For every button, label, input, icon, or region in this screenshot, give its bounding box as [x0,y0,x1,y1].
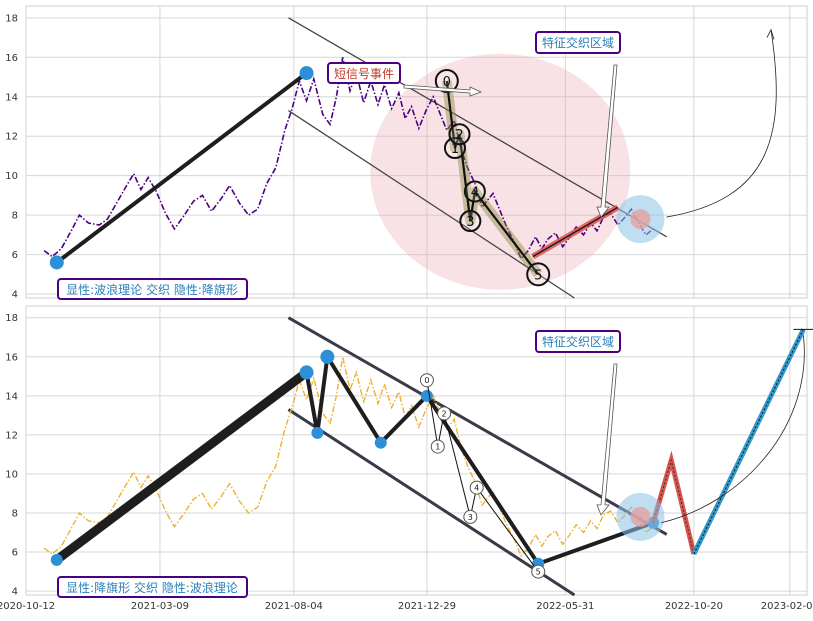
zigzag-point [311,426,324,439]
y-tick-label: 18 [5,313,18,324]
y-tick-label: 14 [5,391,18,402]
x-tick-label: 2020-10-12 [0,601,55,612]
feature-ellipse [370,53,631,290]
wave-label-text: 1 [435,443,440,452]
y-tick-label: 16 [5,352,18,363]
y-tick-label: 8 [12,508,18,519]
pattern-label-text: 显性:波浪理论 交织 隐性:降旗形 [66,282,238,297]
wave-zigzag [445,80,540,275]
wave-label-text: 3 [466,215,474,230]
wave-label-text: 3 [468,513,473,522]
y-tick-label: 6 [12,548,18,559]
feature-box-label: 特征交织区域 [542,35,614,50]
wave-label-circle [419,373,434,388]
x-tick-label: 2021-12-29 [398,601,456,612]
zigzag-point [374,436,387,449]
y-tick-label: 16 [5,53,18,64]
x-tick-label: 2022-10-20 [665,601,723,612]
wave-line [55,71,308,265]
wave-point [49,255,64,270]
pattern-label-box [57,278,248,300]
wave-thin-line [426,380,539,572]
forecast-curve-arrow [661,335,805,524]
signal-box-label: 短信号事件 [334,67,394,81]
zigzag-point [299,365,314,380]
wave-label-circle [463,180,486,203]
price-series-line [43,356,654,558]
x-tick-label: 2023-02-03 [761,601,813,612]
wave-label-circle [434,68,459,93]
y-tick-label: 12 [5,132,18,143]
rising-segment-line [532,206,619,258]
wave-label-text: 4 [471,185,479,200]
wave-label-circle [463,509,478,524]
wave-label-text: 5 [536,568,541,577]
y-tick-label: 6 [12,250,18,261]
signal-box [327,62,401,84]
wave-label-text: 2 [442,409,447,418]
feature-box [535,330,621,353]
y-tick-label: 14 [5,92,18,103]
wave-label-text: 0 [443,75,451,90]
y-tick-label: 8 [12,211,18,222]
feature-arrow [596,64,618,218]
forecast-arrow-head [766,28,775,40]
wave-label-text: 5 [534,268,542,283]
feature-highlight-core [630,209,651,230]
signal-arrow [403,84,483,97]
wave-label-circle [469,480,484,495]
x-tick-label: 2021-03-09 [131,601,189,612]
wave-point [299,66,314,81]
zigzag-point [50,553,63,566]
feature-highlight-core [630,506,651,527]
wave-label-text: 1 [451,142,459,157]
zigzag-line [55,354,654,566]
y-tick-label: 12 [5,430,18,441]
plot-area [25,305,808,596]
wave-label-text: 4 [474,484,479,493]
feature-box [535,31,621,54]
wave-label-circle [448,123,471,146]
wave-label-circle [526,262,551,287]
channel-lower-line [287,408,576,597]
zigzag-point [420,389,433,402]
wave-label-circle [437,406,452,421]
wave-label-circle [459,210,482,233]
pattern-label-box [57,576,248,598]
pattern-label-text: 显性:降旗形 交织 隐性:波浪理论 [66,580,238,595]
projection-blue-center [693,329,804,555]
wave-label-circle [443,137,466,160]
wave-label-circle [430,439,445,454]
forecast-curve-arrow [666,29,777,218]
y-tick-label: 4 [12,290,18,301]
wave-label-text: 2 [455,128,463,143]
y-tick-label: 4 [12,587,18,598]
y-tick-label: 10 [5,469,18,480]
wave-label-circle [531,564,546,579]
wave-label-text: 0 [424,376,429,385]
zigzag-point [320,349,335,364]
channel-lower-line [288,110,575,299]
x-tick-label: 2022-05-31 [536,601,594,612]
y-tick-label: 10 [5,171,18,182]
y-tick-label: 18 [5,13,18,24]
feature-arrow [596,363,618,516]
plot-area [25,5,808,299]
x-tick-label: 2021-08-04 [265,601,323,612]
feature-box-label: 特征交织区域 [542,334,614,349]
